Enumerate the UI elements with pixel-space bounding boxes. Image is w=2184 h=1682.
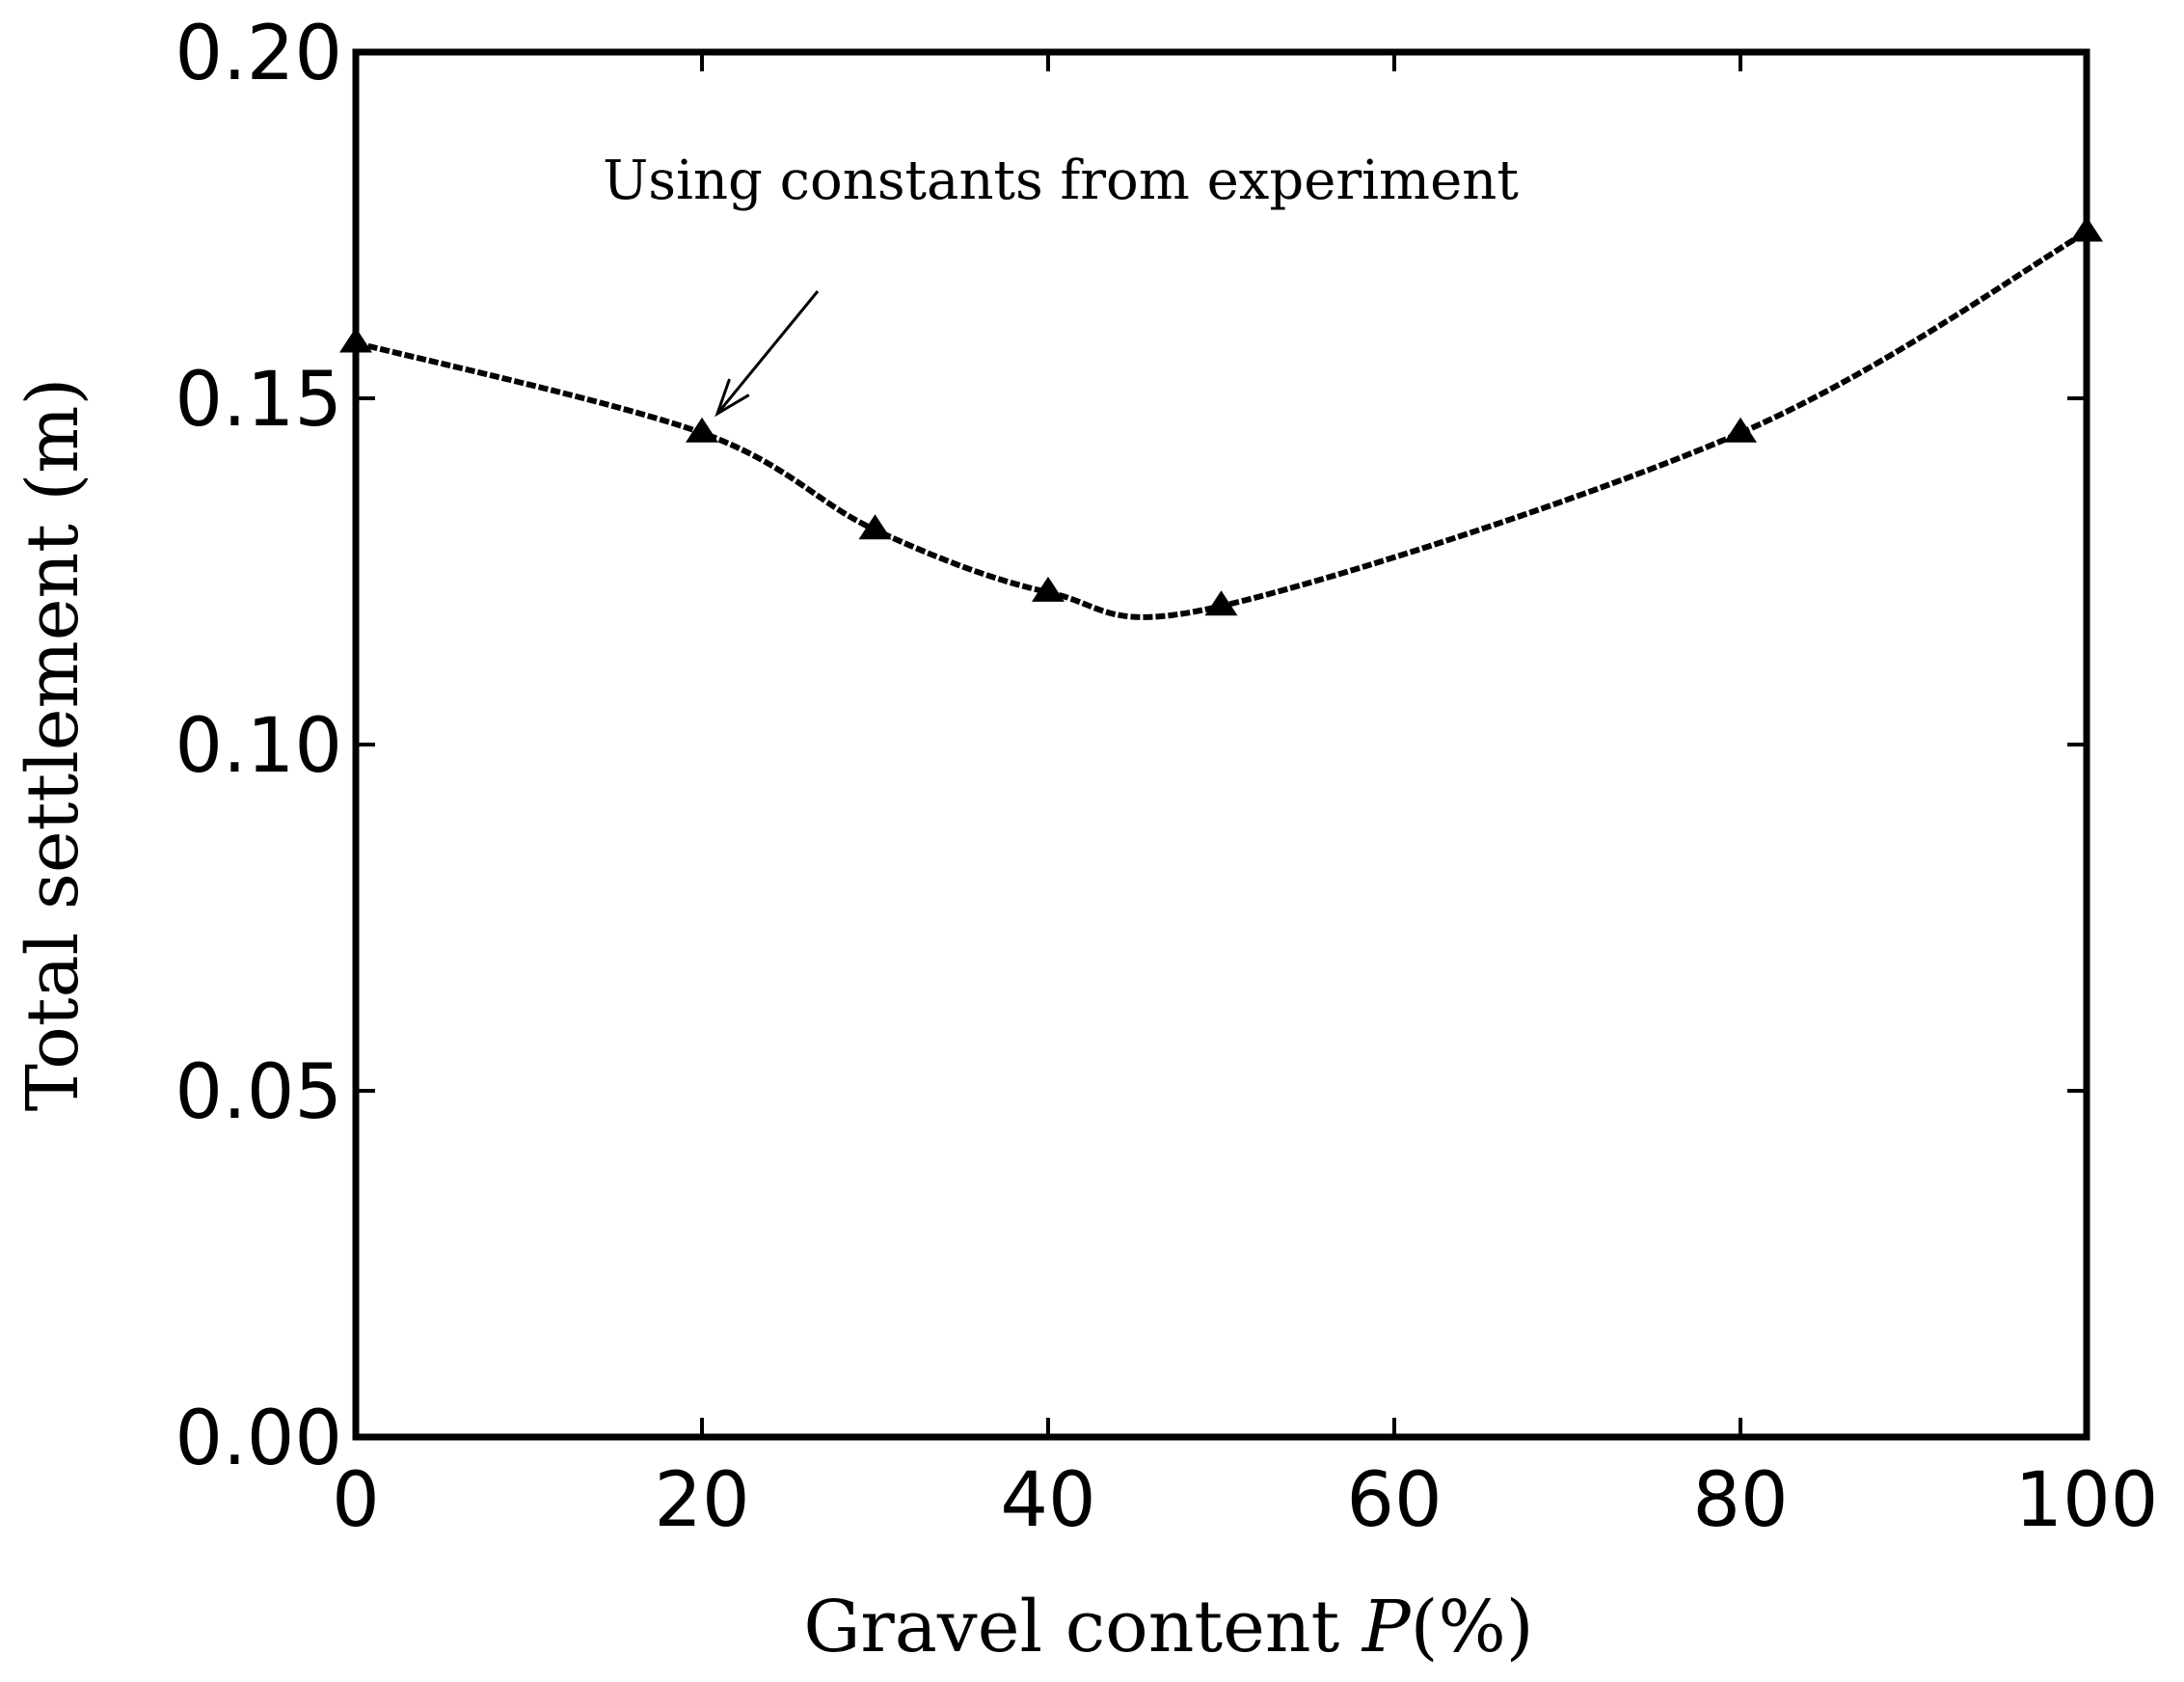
x-tick-label: 20 xyxy=(654,1457,749,1544)
series-line xyxy=(355,230,2089,620)
tick-labels: 0 20 40 60 80 100 0.00 0.05 0.10 0.15 0.20 xyxy=(175,11,2158,1544)
y-tick-label: 0.20 xyxy=(175,11,342,97)
data-point-marker xyxy=(2070,216,2103,242)
data-point-marker xyxy=(858,514,892,540)
y-tick-label: 0.15 xyxy=(175,357,342,444)
x-tick-label: 0 xyxy=(332,1457,380,1544)
annotation-group: Using constants from experiment xyxy=(603,149,1519,418)
data-point-marker xyxy=(1204,590,1238,616)
data-point-marker xyxy=(686,417,718,443)
x-axis-title: Gravel content P(%) xyxy=(803,1586,1533,1668)
data-point-marker xyxy=(1032,576,1065,602)
ticks xyxy=(354,50,2089,1439)
plot-area-frame xyxy=(352,48,2090,1441)
y-tick-label: 0.05 xyxy=(175,1049,342,1136)
annotation-arrowhead xyxy=(715,378,750,418)
x-tick-label: 80 xyxy=(1692,1457,1788,1544)
y-tick-label: 0.10 xyxy=(175,703,342,790)
y-axis-title: Total settlement (m) xyxy=(12,378,94,1112)
data-point-marker xyxy=(339,327,372,353)
data-point-marker xyxy=(1724,417,1757,443)
x-tick-label: 40 xyxy=(1000,1457,1095,1544)
x-tick-label: 100 xyxy=(2015,1457,2159,1544)
y-tick-label: 0.00 xyxy=(175,1396,342,1482)
series-group xyxy=(339,216,2103,620)
x-tick-label: 60 xyxy=(1346,1457,1442,1544)
annotation-arrow xyxy=(715,290,820,415)
annotation-label: Using constants from experiment xyxy=(603,149,1519,212)
